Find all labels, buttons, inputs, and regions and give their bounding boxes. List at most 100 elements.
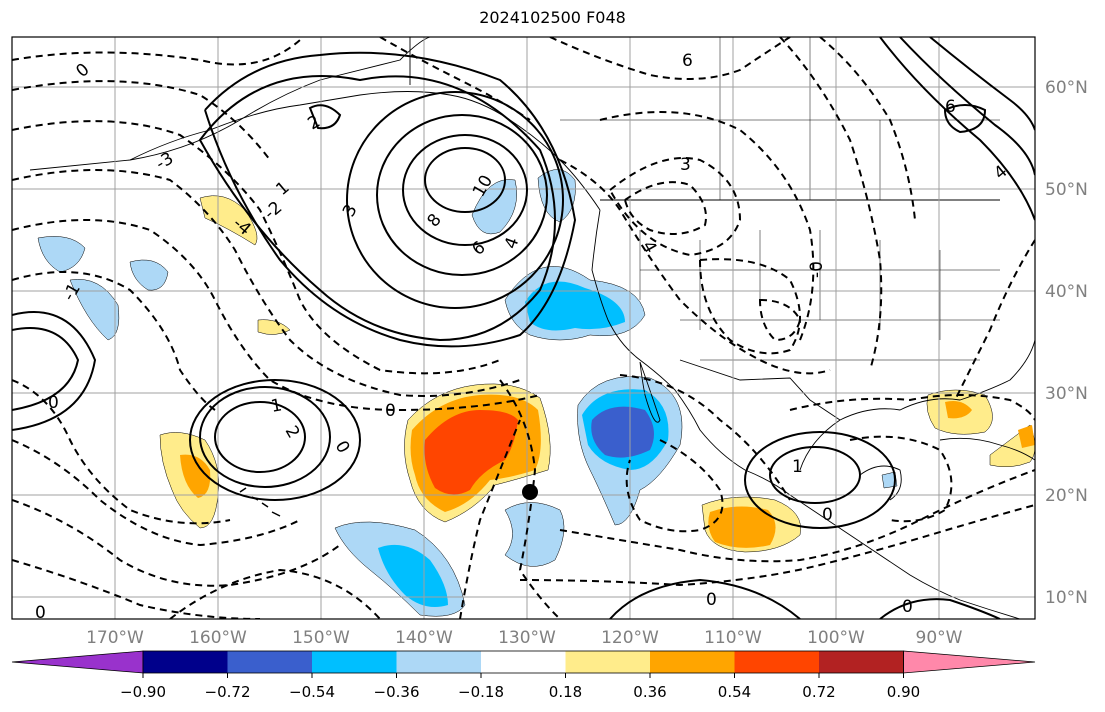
latitude-labels: 60°N 50°N 40°N 30°N 20°N 10°N: [1045, 78, 1088, 608]
longitude-label: 120°W: [601, 628, 659, 648]
longitude-label: 90°W: [916, 628, 963, 648]
coastline-gulf: [799, 339, 1035, 471]
shade-orange: [180, 454, 211, 498]
colorbar-tick-label: 0.36: [633, 683, 666, 701]
longitude-label: 110°W: [704, 628, 762, 648]
colorbar-segment: [650, 651, 735, 673]
contour-label: 3: [680, 155, 691, 175]
map-area: 0 2 4 6 8 10 3 1 -1 -2 -3 -4 2 0 1 0 0 0…: [12, 37, 1035, 619]
contour-dashed: [954, 239, 1035, 401]
shade-light-blue: [129, 259, 169, 291]
contour-dashed: [779, 37, 883, 371]
colorbar-segment: [396, 651, 482, 673]
colorbar-extend-high: [903, 650, 1036, 674]
shade-blue: [525, 281, 625, 331]
contour-high-ne-pacific: [376, 114, 548, 276]
contour-high-subtropical: [214, 401, 306, 473]
contour-high-ne-pacific: [204, 51, 577, 348]
colorbar-tick-label: −0.90: [120, 683, 166, 701]
contour-dashed: [819, 37, 916, 221]
shade-yellow: [257, 319, 291, 335]
longitude-label: 140°W: [395, 628, 453, 648]
contour-small-ne: [943, 104, 987, 134]
contour-south-gulf: [879, 598, 1001, 619]
latitude-label: 20°N: [1045, 486, 1088, 506]
contour-dashed: [599, 111, 815, 341]
colorbar-segment: [227, 651, 313, 673]
coastline-alaska: [29, 37, 431, 171]
contour-high-ne-pacific: [346, 91, 564, 309]
shade-light-blue: [471, 179, 517, 235]
contour-dashed: [559, 469, 1035, 563]
longitude-label: 150°W: [292, 628, 350, 648]
contour-high-subtropical: [199, 386, 331, 488]
contour-dashed: [459, 419, 521, 619]
latitude-label: 40°N: [1045, 282, 1088, 302]
latitude-label: 30°N: [1045, 384, 1088, 404]
shade-red-orange: [424, 410, 518, 495]
contour-label: 1: [792, 457, 803, 477]
contour-dashed: [619, 374, 791, 501]
contour-dashed: [698, 258, 801, 355]
map-frame: [11, 36, 1036, 620]
contour-label: 6: [682, 51, 693, 71]
negative-contours: [12, 37, 1035, 619]
shade-blue: [378, 544, 448, 608]
contour-dashed: [12, 219, 541, 412]
colorbar-tick-label: −0.54: [289, 683, 335, 701]
colorbar-tick-label: −0.72: [205, 683, 251, 701]
colorbar-segment: [565, 651, 651, 673]
colorbar-tick-label: 0.54: [718, 683, 751, 701]
shade-light-blue: [37, 236, 86, 273]
contour-high-subtropical: [189, 379, 361, 501]
shade-orange: [1018, 425, 1035, 448]
longitude-label: 130°W: [498, 628, 556, 648]
latitude-label: 10°N: [1045, 588, 1088, 608]
coastline-west-north-america: [591, 209, 791, 496]
colorbar-tick-label: 0.72: [802, 683, 835, 701]
longitude-label: 100°W: [807, 628, 865, 648]
colorbar-segment: [312, 651, 397, 673]
coastline-baja: [639, 361, 661, 423]
shade-orange: [945, 401, 972, 419]
coastline-yucatan: [859, 465, 902, 501]
colorbar: [11, 650, 1036, 674]
contour-high-dateline: [12, 327, 80, 411]
colorbar-tick-label: 0.18: [549, 683, 582, 701]
contour-small-gulf-alaska: [308, 104, 342, 130]
contour-label: 6: [945, 97, 956, 117]
border-us-mexico: [679, 359, 841, 421]
contour-dashed: [758, 298, 802, 342]
colorbar-segment: [819, 651, 904, 673]
contour-dashed: [519, 504, 1035, 587]
colorbar-frame: [142, 650, 904, 674]
longitude-labels: 170°W 160°W 150°W 140°W 130°W 120°W 110°W 100°W…: [86, 628, 963, 648]
contour-dashed: [12, 169, 521, 397]
contour-label: 0: [385, 401, 396, 421]
contour-east-canada: [899, 37, 1035, 176]
contour-high-gulf: [769, 446, 861, 504]
colorbar-segment: [481, 651, 566, 673]
contour-label: 1: [269, 395, 283, 417]
contour-label: 0: [902, 597, 913, 617]
shade-light-blue: [69, 279, 120, 341]
contour-dashed: [625, 439, 724, 533]
shade-orange: [708, 506, 776, 548]
positive-contours: [12, 37, 1035, 619]
contour-dashed: [789, 394, 1035, 421]
contour-dashed: [379, 37, 531, 121]
longitude-label: 160°W: [189, 628, 247, 648]
contour-dashed: [12, 120, 501, 375]
contour-dashed: [499, 379, 561, 619]
contour-dashed: [12, 439, 301, 547]
coastline-cuba: [939, 437, 1035, 461]
contour-dashed: [623, 181, 707, 235]
contour-dashed: [12, 559, 261, 619]
contour-high-ne-pacific: [402, 134, 528, 246]
shade-dark-blue: [591, 406, 654, 458]
location-marker: [522, 484, 538, 500]
contour-high-gulf: [744, 431, 896, 529]
contour-label: -0: [807, 261, 827, 278]
longitude-label: 170°W: [86, 628, 144, 648]
